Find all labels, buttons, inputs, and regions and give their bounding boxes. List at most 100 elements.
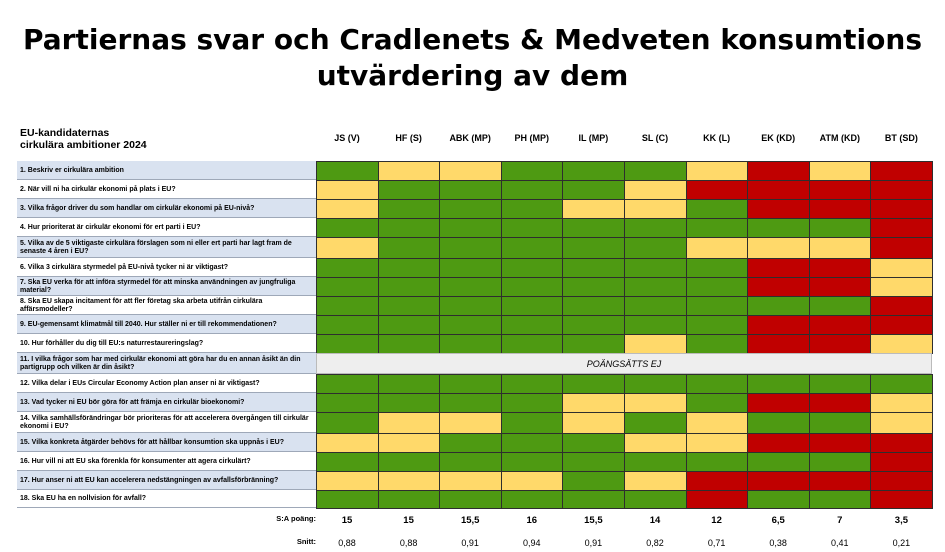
rating-cell — [377, 258, 441, 278]
rating-cell — [685, 374, 749, 394]
rating-cell — [439, 412, 502, 434]
rating-cell — [377, 393, 441, 413]
rating-cell — [747, 218, 810, 238]
rating-cell — [562, 490, 625, 509]
rating-cell — [870, 471, 933, 491]
rating-cell — [562, 258, 625, 278]
rating-cell — [685, 315, 749, 335]
rating-cell — [316, 393, 379, 413]
average-score: 0,88 — [399, 538, 418, 548]
title-line-2: utvärdering av dem — [316, 59, 629, 92]
rating-cell — [316, 258, 379, 278]
party-header: PH (MP) — [514, 133, 550, 143]
question-label: 4. Hur prioriterat är cirkulär ekonomi f… — [17, 218, 316, 237]
rating-cell — [500, 374, 564, 394]
question-label: 9. EU-gemensamt klimatmål till 2040. Hur… — [17, 315, 316, 334]
rating-cell — [808, 471, 872, 491]
average-score: 0,38 — [769, 538, 787, 548]
rating-cell — [377, 218, 441, 238]
rating-cell — [747, 180, 810, 200]
rating-cell — [377, 490, 441, 509]
rating-cell — [808, 218, 872, 238]
rating-cell — [562, 199, 625, 219]
rating-cell — [870, 258, 933, 278]
rating-cell — [685, 218, 749, 238]
ratings-grid: 1. Beskriv er cirkulära ambition 2. När v… — [17, 161, 933, 509]
total-score: 14 — [649, 515, 661, 526]
total-score: 12 — [711, 515, 722, 526]
rating-cell — [316, 315, 379, 335]
rating-cell — [808, 180, 872, 200]
rating-cell — [377, 161, 441, 181]
rating-cell — [870, 393, 933, 413]
rating-cell — [870, 412, 933, 434]
rating-cell — [500, 237, 564, 259]
rating-cell — [808, 258, 872, 278]
rating-cell — [808, 277, 872, 297]
rating-cell — [870, 315, 933, 335]
rating-cell — [562, 393, 625, 413]
rating-cell — [377, 334, 441, 354]
rating-cell — [685, 258, 749, 278]
rating-cell — [685, 161, 749, 181]
rating-cell — [747, 374, 810, 394]
rating-cell — [747, 237, 810, 259]
rating-cell — [439, 433, 502, 453]
rating-cell — [747, 452, 810, 472]
question-label: 18. Ska EU ha en nollvision för avfall? — [17, 490, 316, 508]
totals-label: S:A poäng: — [276, 514, 316, 523]
rating-cell — [624, 218, 687, 238]
average-score: 0,41 — [831, 538, 849, 548]
rating-cell — [439, 277, 502, 297]
rating-cell — [870, 452, 933, 472]
rating-cell — [562, 334, 625, 354]
rating-cell — [377, 374, 441, 394]
rating-cell — [685, 412, 749, 434]
party-header: SL (C) — [641, 133, 669, 143]
rating-cell — [439, 296, 502, 316]
rating-cell — [377, 412, 441, 434]
rating-cell — [562, 218, 625, 238]
question-label: 7. Ska EU verka för att införa styrmedel… — [17, 277, 316, 296]
rating-cell — [624, 199, 687, 219]
total-score: 3,5 — [894, 515, 908, 526]
question-label: 2. När vill ni ha cirkulär ekonomi på pl… — [17, 180, 316, 199]
rating-cell — [500, 490, 564, 509]
rating-cell — [316, 490, 379, 509]
average-score: 0,88 — [338, 538, 356, 548]
rating-cell — [439, 258, 502, 278]
rating-cell — [562, 412, 625, 434]
average-score: 0,91 — [461, 538, 479, 548]
rating-cell — [870, 490, 933, 509]
rating-cell — [808, 315, 872, 335]
not-scored-cell: POÄNGSÄTTS EJ — [316, 353, 932, 374]
rating-cell — [500, 161, 564, 181]
header-line-1: EU-kandidaternas — [20, 127, 110, 139]
rating-cell — [562, 452, 625, 472]
page-title: Partiernas svar och Cradlenets & Medvete… — [0, 22, 945, 94]
rating-cell — [747, 471, 810, 491]
rating-cell — [316, 296, 379, 316]
average-score: 0,91 — [584, 538, 603, 548]
rating-cell — [316, 374, 379, 394]
rating-cell — [808, 296, 872, 316]
question-label: 12. Vilka delar i EUs Circular Economy A… — [17, 374, 316, 393]
rating-cell — [439, 237, 502, 259]
question-label: 16. Hur vill ni att EU ska förenkla för … — [17, 452, 316, 471]
rating-cell — [624, 412, 687, 434]
rating-cell — [500, 393, 564, 413]
rating-cell — [500, 258, 564, 278]
question-label: 3. Vilka frågor driver du som handlar om… — [17, 199, 316, 218]
rating-cell — [624, 277, 687, 297]
rating-cell — [624, 237, 687, 259]
rating-cell — [316, 180, 379, 200]
rating-cell — [747, 258, 810, 278]
question-label: 8. Ska EU skapa incitament för att fler … — [17, 296, 316, 315]
rating-cell — [624, 393, 687, 413]
rating-cell — [316, 161, 379, 181]
rating-cell — [562, 433, 625, 453]
rating-cell — [624, 490, 687, 509]
total-score: 15 — [403, 515, 414, 526]
rating-cell — [500, 180, 564, 200]
rating-cell — [747, 490, 810, 509]
